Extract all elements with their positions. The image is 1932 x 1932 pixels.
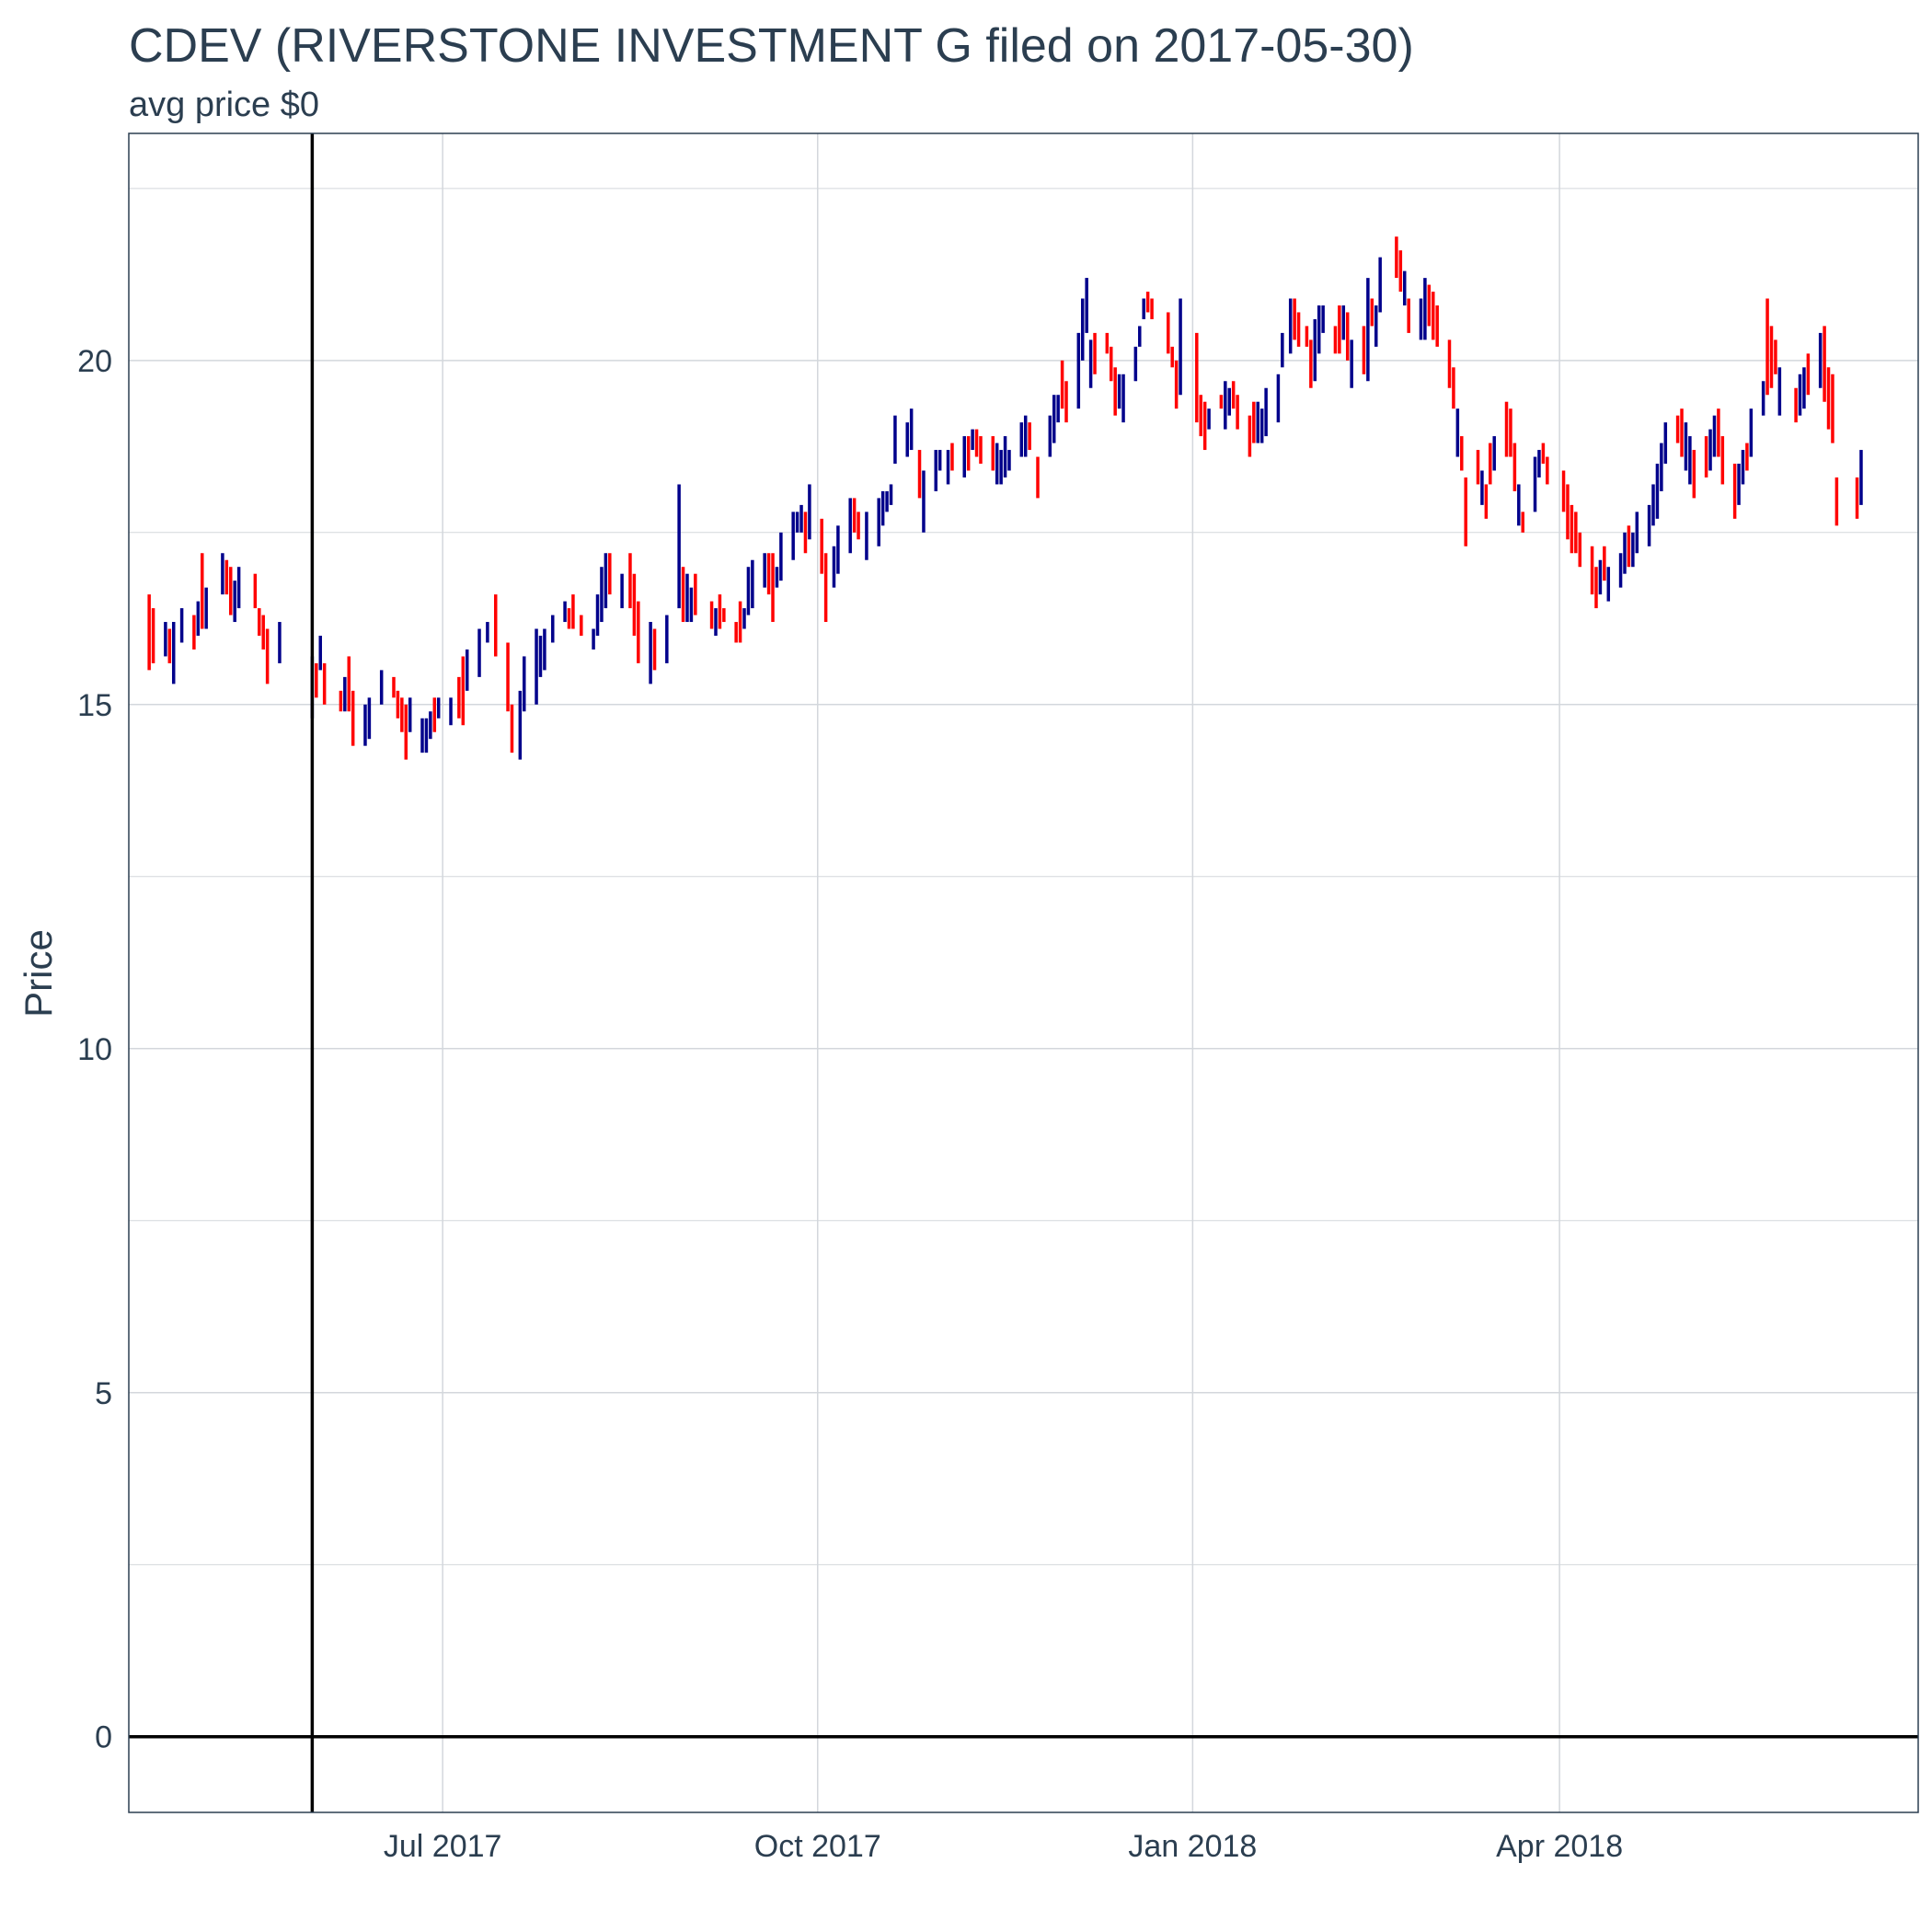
y-tick-label: 15 [77, 688, 112, 723]
y-tick-label: 10 [77, 1032, 112, 1067]
price-bars [147, 236, 1863, 760]
chart-title: CDEV (RIVERSTONE INVESTMENT G filed on 2… [129, 19, 1414, 73]
y-axis-labels: 0 5 10 15 20 [77, 344, 112, 1755]
chart-subtitle: avg price $0 [129, 86, 320, 124]
y-tick-label: 0 [95, 1720, 112, 1755]
x-axis-labels: Jul 2017 Oct 2017 Jan 2018 Apr 2018 [384, 1829, 1623, 1864]
grid-lines [129, 133, 1918, 1812]
x-tick-label: Jan 2018 [1128, 1829, 1257, 1864]
x-tick-label: Oct 2017 [754, 1829, 881, 1864]
x-tick-label: Apr 2018 [1496, 1829, 1623, 1864]
y-tick-label: 5 [95, 1376, 112, 1411]
reference-lines [129, 133, 1918, 1812]
plot-panel-border [128, 132, 1919, 1813]
x-tick-label: Jul 2017 [384, 1829, 502, 1864]
y-axis-title: Price [17, 929, 60, 1018]
y-tick-label: 20 [77, 344, 112, 379]
